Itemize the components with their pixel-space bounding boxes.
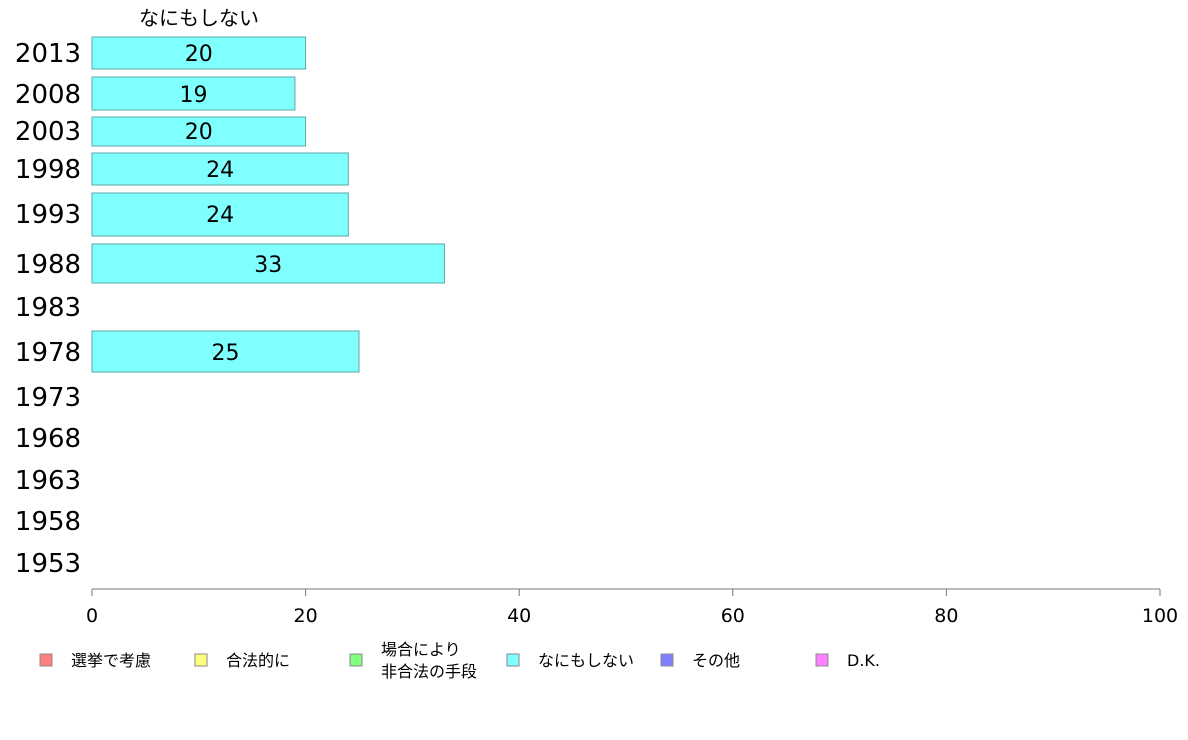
x-tick-label-20: 20 bbox=[294, 605, 318, 627]
row-label-1953: 1953 bbox=[15, 549, 81, 579]
row-label-1988: 1988 bbox=[15, 250, 81, 280]
bar-label-1998: 24 bbox=[206, 158, 234, 183]
bar-1998 bbox=[91, 152, 349, 186]
legend-label-0: 選挙で考慮 bbox=[71, 651, 151, 670]
bar-1993 bbox=[91, 192, 349, 237]
x-tick-label-60: 60 bbox=[721, 605, 745, 627]
legend-swatch-3 bbox=[506, 653, 520, 667]
row-label-2003: 2003 bbox=[15, 117, 81, 147]
bar-2008 bbox=[91, 76, 296, 111]
legend-label-3: なにもしない bbox=[538, 651, 634, 670]
legend-swatch-5 bbox=[815, 653, 829, 667]
bar-label-1988: 33 bbox=[254, 253, 282, 278]
row-label-2008: 2008 bbox=[15, 80, 81, 110]
legend-label-2: 場合により非合法の手段 bbox=[381, 640, 477, 681]
legend-label-4: その他 bbox=[692, 651, 740, 670]
row-label-1998: 1998 bbox=[15, 155, 81, 185]
legend-label-5: D.K. bbox=[847, 651, 880, 670]
row-label-1993: 1993 bbox=[15, 200, 81, 230]
x-tick-label-40: 40 bbox=[507, 605, 531, 627]
legend-swatch-4 bbox=[660, 653, 674, 667]
bar-2013 bbox=[91, 36, 307, 70]
bar-1978 bbox=[91, 330, 360, 373]
bar-label-1978: 25 bbox=[212, 341, 240, 366]
row-label-1958: 1958 bbox=[15, 507, 81, 537]
bar-label-2003: 20 bbox=[185, 120, 213, 145]
row-label-1963: 1963 bbox=[15, 466, 81, 496]
legend-swatch-0 bbox=[39, 653, 53, 667]
bar-label-1993: 24 bbox=[206, 203, 234, 228]
bar-label-2008: 19 bbox=[179, 83, 207, 108]
bar-label-2013: 20 bbox=[185, 42, 213, 67]
x-tick-label-0: 0 bbox=[86, 605, 98, 627]
legend-swatch-1 bbox=[194, 653, 208, 667]
chart-title: なにもしない bbox=[139, 6, 259, 30]
legend-label-1: 合法的に bbox=[226, 651, 290, 670]
row-label-1973: 1973 bbox=[15, 383, 81, 413]
bar-1988 bbox=[91, 243, 445, 284]
legend-swatch-2 bbox=[349, 653, 363, 667]
row-label-1968: 1968 bbox=[15, 424, 81, 454]
x-tick-label-100: 100 bbox=[1142, 605, 1178, 627]
row-label-1983: 1983 bbox=[15, 293, 81, 323]
bar-2003 bbox=[91, 116, 307, 147]
x-tick-label-80: 80 bbox=[934, 605, 958, 627]
row-label-1978: 1978 bbox=[15, 338, 81, 368]
row-label-2013: 2013 bbox=[15, 39, 81, 69]
